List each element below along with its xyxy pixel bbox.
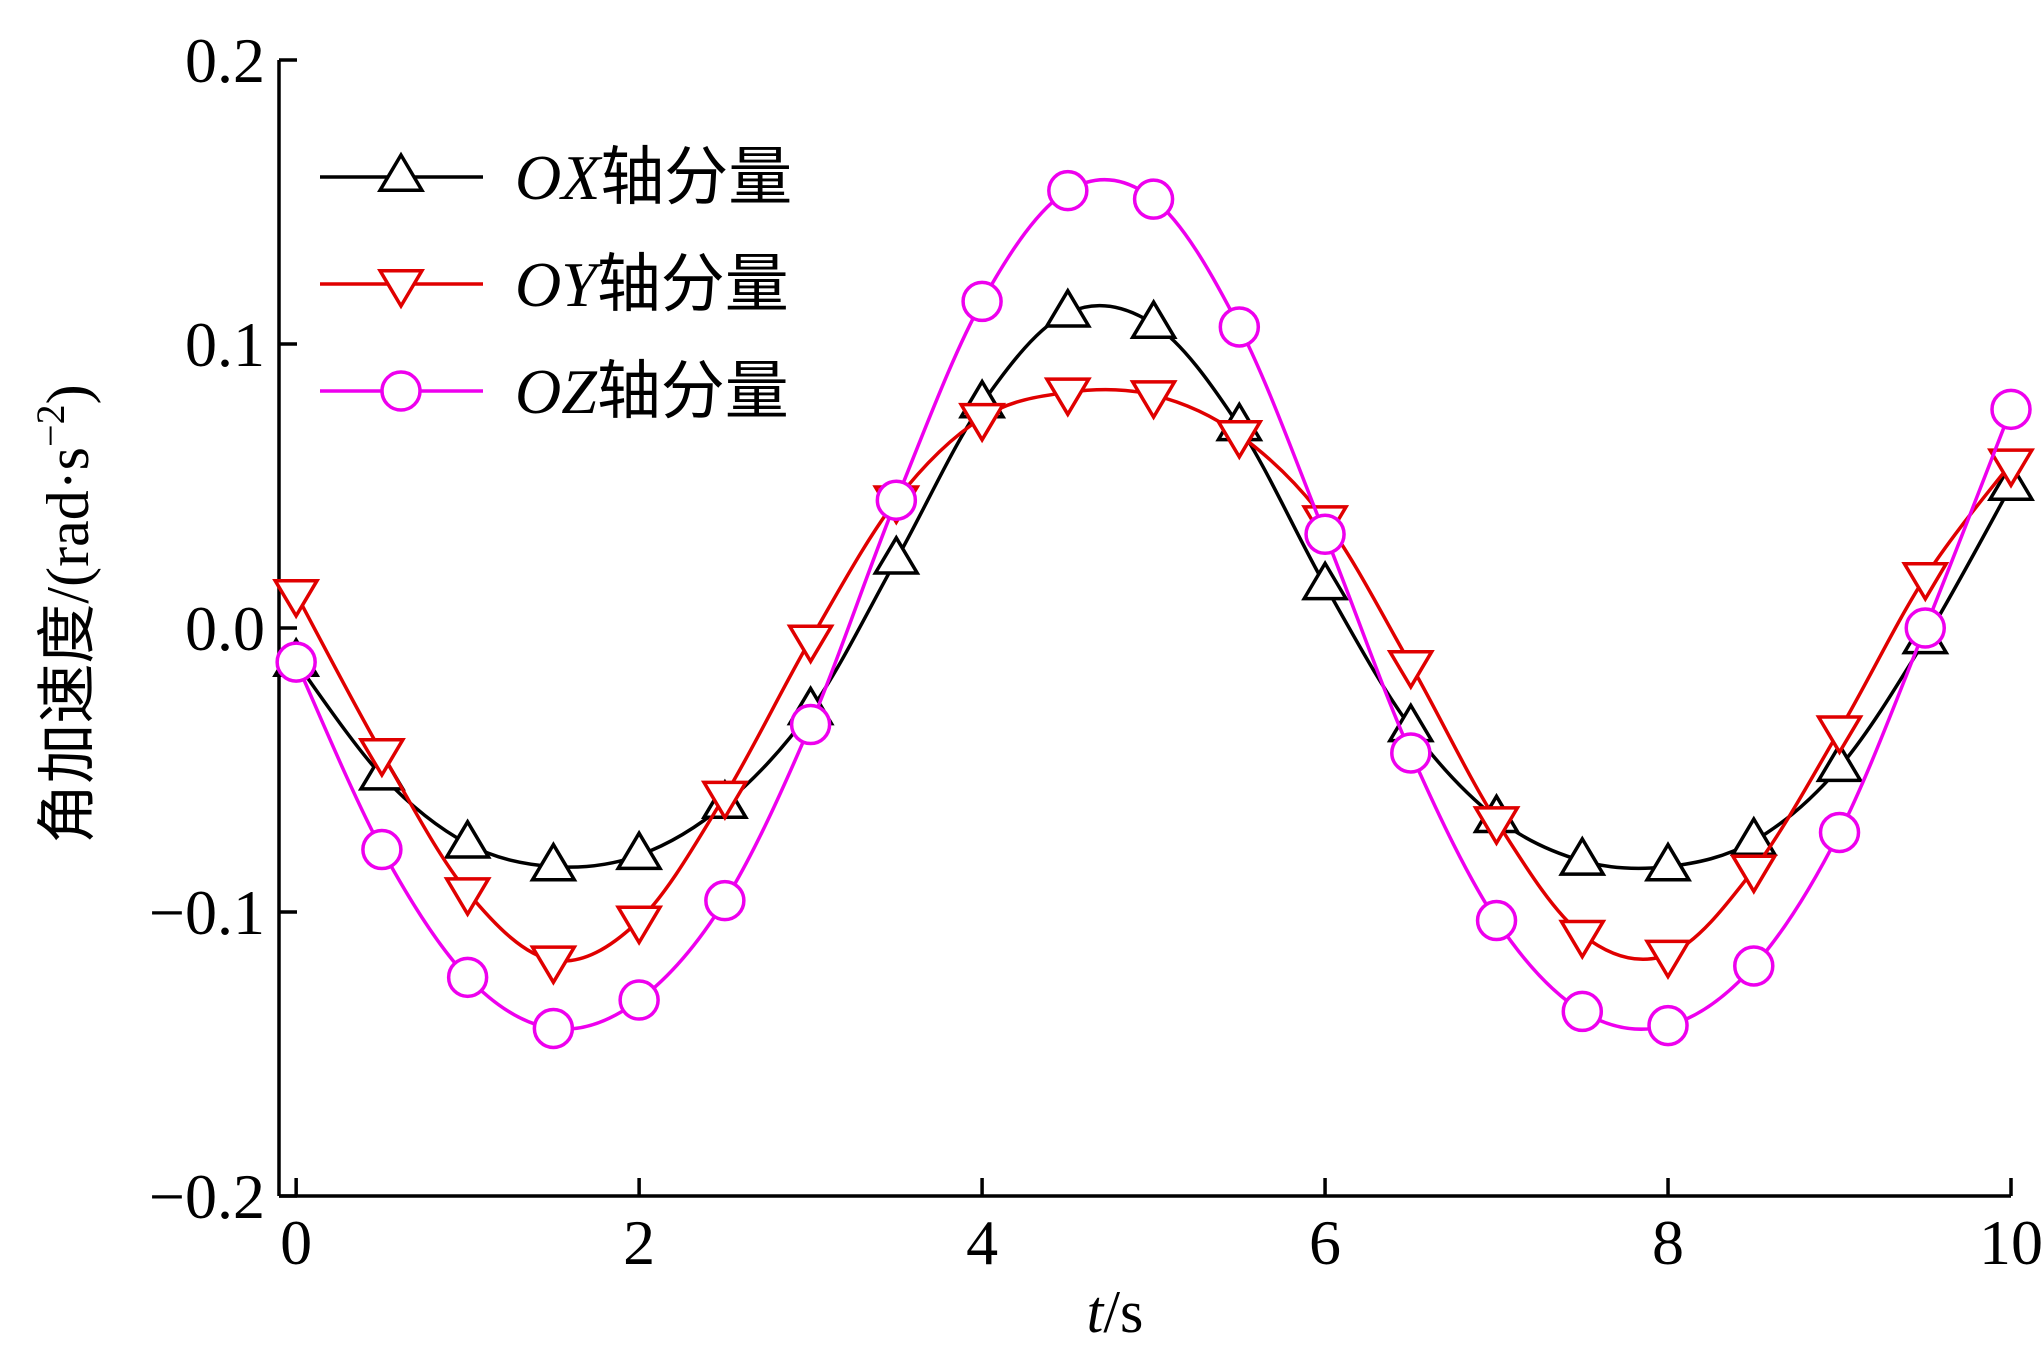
data-point	[1301, 559, 1350, 601]
data-point	[1904, 607, 1947, 649]
data-point	[1558, 919, 1607, 961]
data-point	[443, 877, 492, 918]
data-point	[532, 1007, 575, 1050]
data-point	[443, 818, 492, 859]
legend-marker	[377, 151, 425, 192]
legend-marker	[377, 269, 425, 310]
data-point	[275, 641, 317, 683]
x-tick-label: 8	[1652, 1207, 1684, 1278]
data-point	[1818, 811, 1861, 854]
data-point	[529, 945, 578, 986]
data-point	[1561, 990, 1604, 1033]
data-point	[618, 979, 660, 1021]
legend-label: OZ轴分量	[515, 356, 789, 427]
y-tick-label: 0.0	[185, 593, 265, 664]
legend-label: OY轴分量	[515, 249, 789, 320]
x-tick-label: 2	[623, 1207, 655, 1278]
data-point	[1815, 741, 1864, 783]
data-point	[1304, 513, 1346, 556]
data-point	[615, 905, 664, 946]
series-oy	[272, 377, 2035, 986]
data-point	[1729, 815, 1778, 856]
data-point	[1472, 806, 1521, 847]
x-axis-unit: /s	[1103, 1279, 1143, 1345]
y-axis-close: )	[35, 384, 101, 404]
data-point	[615, 829, 664, 871]
data-point	[961, 280, 1003, 323]
data-point	[1129, 380, 1178, 421]
data-point	[1132, 178, 1175, 220]
data-point	[1043, 287, 1092, 328]
x-tick-label: 10	[1979, 1207, 2041, 1278]
data-point	[872, 534, 921, 575]
data-point	[786, 624, 835, 665]
data-point	[704, 879, 746, 922]
legend-marker	[380, 370, 422, 412]
data-point	[1815, 715, 1864, 756]
data-point	[1990, 388, 2032, 431]
data-point	[1729, 854, 1778, 895]
data-point	[357, 738, 406, 779]
y-axis-title: 角加速度/(rad·s−2)	[28, 384, 101, 843]
x-axis-var: t	[1087, 1279, 1105, 1345]
series-layer	[272, 169, 2035, 1050]
y-tick-label: −0.1	[149, 877, 265, 948]
data-point	[1733, 945, 1775, 987]
data-point	[1218, 306, 1261, 348]
data-point	[1558, 835, 1607, 876]
data-point	[1644, 939, 1692, 981]
y-tick-label: 0.2	[185, 25, 265, 96]
data-point	[1901, 561, 1950, 603]
data-point	[1647, 1004, 1689, 1047]
x-tick-label: 0	[280, 1207, 312, 1278]
data-point	[1129, 298, 1178, 340]
data-point	[789, 703, 832, 746]
x-axis-title: t/s	[1087, 1279, 1144, 1345]
y-tick-label: 0.1	[185, 309, 265, 380]
x-tick-label: 6	[1309, 1207, 1341, 1278]
series-ox	[272, 287, 2035, 882]
y-axis-sup: −2	[28, 404, 73, 447]
data-point	[1987, 448, 2035, 489]
data-point	[361, 828, 403, 871]
data-point	[700, 780, 749, 822]
x-tick-label: 4	[966, 1207, 998, 1278]
data-point	[1644, 841, 1692, 882]
data-point	[1047, 169, 1089, 212]
legend-label: OX轴分量	[515, 142, 792, 213]
data-point	[1390, 732, 1432, 774]
data-point	[1475, 899, 1518, 942]
data-point	[1386, 649, 1435, 691]
y-axis-main: 角加速度/(rad·s	[35, 447, 101, 844]
data-point	[875, 479, 918, 521]
axes: 0 2 4 6 8 10 −0.2 −0.1 0.0 0.1 0.2	[149, 25, 2041, 1278]
series-oz	[275, 169, 2032, 1050]
legend: OX轴分量 OY轴分量 OZ轴分量	[320, 142, 792, 427]
data-point	[1043, 377, 1092, 418]
data-point	[272, 578, 321, 620]
y-tick-label: −0.2	[149, 1161, 265, 1232]
data-point	[1215, 419, 1264, 461]
data-point	[446, 956, 489, 999]
data-point	[529, 841, 578, 882]
data-point	[958, 402, 1007, 444]
